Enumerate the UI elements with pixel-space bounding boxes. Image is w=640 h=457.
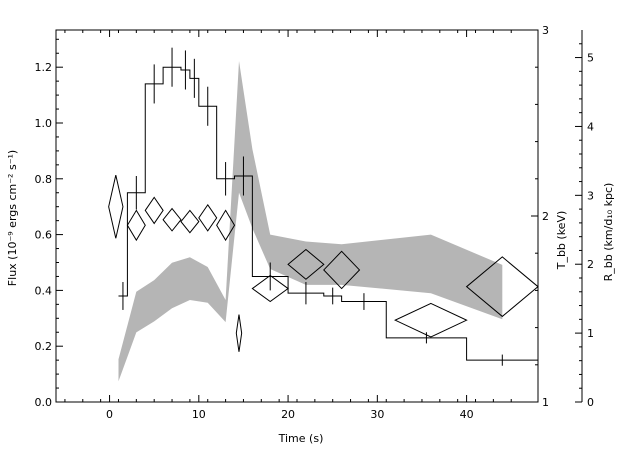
radius-band-layer	[118, 61, 503, 382]
temperature-diamond	[287, 248, 325, 280]
y-right-2-tick-label: 4	[587, 120, 594, 133]
temperature-diamond	[180, 209, 200, 234]
temperature-diamond	[144, 196, 164, 225]
y-axis-right-1-label: T_bb (keV)	[555, 211, 568, 271]
y-left-tick-label: 0.8	[35, 173, 53, 186]
y-right-1-tick-label: 2	[542, 210, 549, 223]
y-left-tick-label: 1.2	[35, 61, 53, 74]
y-right-2-tick-label: 0	[587, 396, 594, 409]
y-left-tick-label: 1.0	[35, 117, 53, 130]
y-right-2-tick-label: 3	[587, 189, 594, 202]
x-tick-label: 40	[460, 408, 474, 421]
x-tick-label: 30	[370, 408, 384, 421]
y-axis-right-2-label: R_bb (km/d₁₀ kpc)	[602, 183, 615, 282]
y-right-2-tick-label: 5	[587, 52, 594, 65]
x-tick-label: 20	[281, 408, 295, 421]
temperature-diamond	[198, 203, 218, 232]
flux-histogram-line	[118, 66, 538, 361]
temperature-diamond	[126, 209, 146, 242]
temperature-diamond	[323, 250, 361, 290]
y-right-2-tick-label: 1	[587, 327, 594, 340]
x-tick-label: 10	[192, 408, 206, 421]
temperature-diamond	[162, 207, 182, 232]
temperature-diamond	[394, 302, 468, 338]
flux-histogram-layer	[118, 47, 538, 366]
x-axis-label: Time (s)	[278, 432, 324, 445]
y-right-2-tick-label: 2	[587, 258, 594, 271]
y-left-tick-label: 0.6	[35, 229, 53, 242]
y-right-1-tick-label: 1	[542, 396, 549, 409]
y-left-tick-label: 0.2	[35, 340, 53, 353]
x-tick-label: 0	[106, 408, 113, 421]
temperature-diamond	[216, 209, 236, 242]
y-left-tick-label: 0.4	[35, 284, 53, 297]
temperature-diamonds-layer	[108, 174, 539, 352]
radius-band	[118, 61, 503, 382]
y-right-1-tick-label: 3	[542, 24, 549, 37]
temperature-diamond	[465, 256, 539, 318]
temperature-diamond	[108, 174, 124, 239]
temperature-diamond	[251, 274, 289, 303]
y-left-tick-label: 0.0	[35, 396, 53, 409]
y-axis-left-label: Flux (10⁻⁹ ergs cm⁻² s⁻¹)	[6, 150, 19, 286]
temperature-diamond	[235, 314, 243, 352]
